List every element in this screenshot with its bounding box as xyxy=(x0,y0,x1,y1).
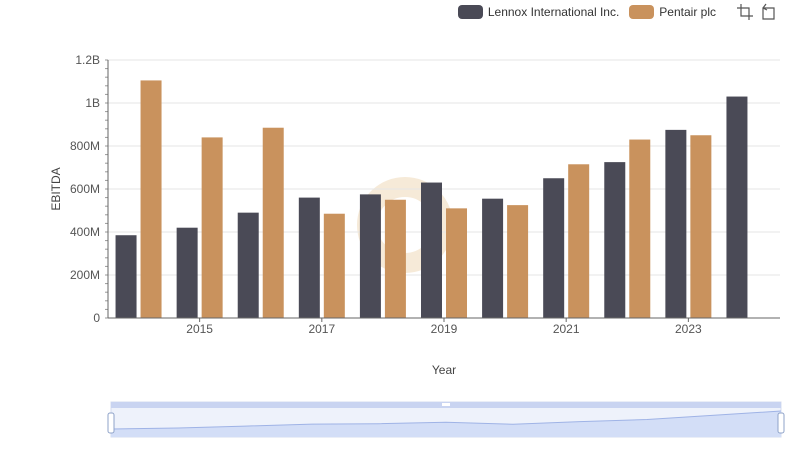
bar-pentair-2020[interactable] xyxy=(507,205,529,318)
bar-pentair-2018[interactable] xyxy=(384,199,406,318)
bar-lennox-2016[interactable] xyxy=(237,212,259,318)
y-tick-label: 1.2B xyxy=(75,53,100,67)
legend-item-lennox[interactable]: Lennox International Inc. xyxy=(457,5,620,19)
bar-lennox-2019[interactable] xyxy=(421,182,442,318)
legend-item-pentair[interactable]: Pentair plc xyxy=(629,5,716,19)
bar-lennox-2017[interactable] xyxy=(298,197,320,318)
legend-swatch-lennox xyxy=(457,5,483,19)
x-tick-label: 2017 xyxy=(308,322,335,336)
data-zoom-preview-line xyxy=(110,410,782,430)
legend-swatch-pentair xyxy=(629,5,655,19)
x-axis-title: Year xyxy=(432,363,456,377)
data-zoom-preview-area xyxy=(111,411,781,437)
bar-lennox-2022[interactable] xyxy=(604,162,626,318)
zoom-icon[interactable] xyxy=(736,3,754,21)
bar-pentair-2022[interactable] xyxy=(629,139,651,318)
bar-pentair-2016[interactable] xyxy=(262,127,284,318)
data-zoom-slider[interactable] xyxy=(107,401,785,438)
y-tick-label: 0 xyxy=(93,311,100,325)
bar-lennox-2015[interactable] xyxy=(176,227,198,318)
y-tick-label: 1B xyxy=(85,96,100,110)
bar-pentair-2014[interactable] xyxy=(140,80,162,318)
y-tick-label: 400M xyxy=(70,225,100,239)
bar-lennox-2014[interactable] xyxy=(115,235,137,318)
toolbox xyxy=(730,3,778,21)
x-tick-label: 2019 xyxy=(431,322,458,336)
bar-lennox-2020[interactable] xyxy=(482,198,504,318)
bar-pentair-2015[interactable] xyxy=(201,137,223,318)
y-tick-label: 800M xyxy=(70,139,100,153)
data-zoom-grip-icon xyxy=(442,403,450,406)
bar-lennox-2021[interactable] xyxy=(543,178,565,318)
bar-pentair-2021[interactable] xyxy=(568,164,590,318)
bar-lennox-2018[interactable] xyxy=(359,194,381,318)
restore-icon[interactable] xyxy=(760,3,778,21)
bar-pentair-2017[interactable] xyxy=(323,213,345,318)
bar-lennox-2023[interactable] xyxy=(665,129,687,318)
x-tick-label: 2015 xyxy=(186,322,213,336)
bars xyxy=(115,80,748,318)
data-zoom-left-handle[interactable] xyxy=(107,412,115,434)
y-tick-label: 200M xyxy=(70,268,100,282)
legend-label-lennox: Lennox International Inc. xyxy=(487,5,620,19)
y-axis-title: EBITDA xyxy=(49,167,63,210)
x-tick-labels: 2015 2017 2019 2021 2023 xyxy=(186,318,702,336)
legend-label-pentair: Pentair plc xyxy=(659,5,716,19)
x-tick-label: 2023 xyxy=(675,322,702,336)
legend: Lennox International Inc. Pentair plc xyxy=(457,3,778,21)
x-tick-label: 2021 xyxy=(553,322,580,336)
bar-pentair-2019[interactable] xyxy=(446,208,467,318)
y-tick-labels: 0 200M 400M 600M 800M 1B 1.2B xyxy=(70,53,100,325)
data-zoom-right-handle[interactable] xyxy=(777,412,785,434)
bar-pentair-2023[interactable] xyxy=(690,135,712,318)
y-tick-label: 600M xyxy=(70,182,100,196)
bar-lennox-2024[interactable] xyxy=(726,96,748,318)
